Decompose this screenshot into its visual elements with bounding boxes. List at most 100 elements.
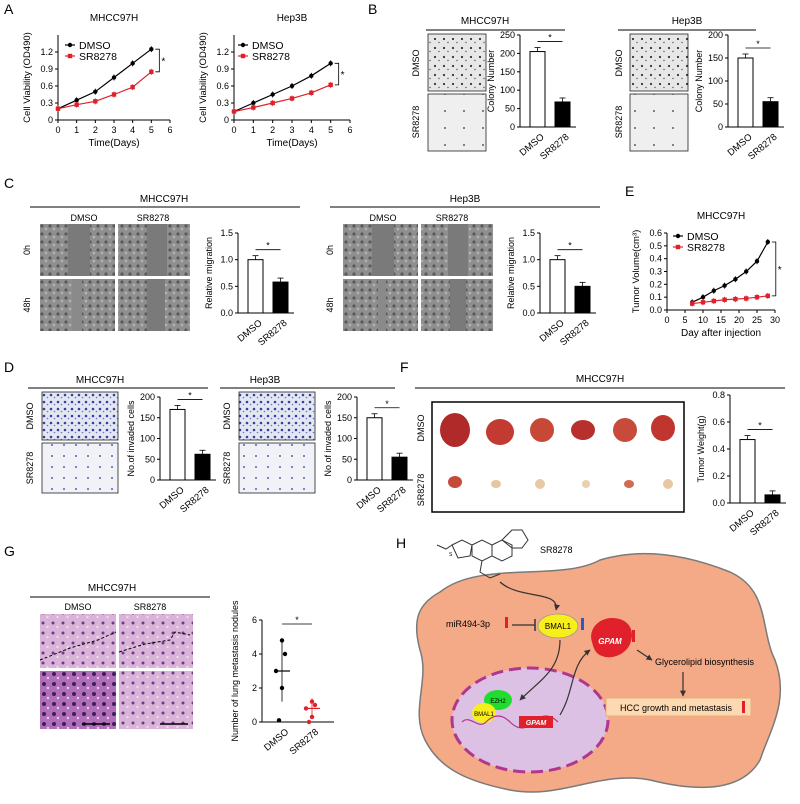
chart-e-sig-star: * — [778, 265, 782, 276]
d2-row-dmso: DMSO — [222, 403, 232, 430]
chart-a1-point-dmso — [74, 97, 79, 103]
chart-e-point-sr8278 — [711, 298, 716, 304]
chart-e-point-sr8278 — [690, 301, 695, 306]
chart-f-ylabel: Tumor Weight(g) — [696, 415, 706, 482]
chart-g-ytick-label: 6 — [252, 615, 257, 625]
h-bmal1-nucleus-arrow — [519, 639, 561, 701]
chart-g-ytick-label: 4 — [252, 649, 257, 659]
b2-colony-photos: DMSO SR8278 — [614, 33, 689, 152]
chart-a1-point-sr8278 — [130, 84, 135, 90]
chart-a2-line-dmso — [233, 62, 331, 113]
chart-c2-bar-sr8278 — [574, 285, 591, 314]
chart-e-xtick-label: 10 — [698, 315, 708, 325]
c2-gap-48h-sr8278 — [450, 279, 466, 331]
h-mirna-up-arrow — [505, 617, 508, 628]
f-row-sr8278: SR8278 — [416, 474, 426, 507]
chart-b2-bar-sr8278 — [762, 101, 779, 128]
chart-a2-xtick-label: 4 — [309, 125, 314, 135]
chart-c1-bar-dmso — [247, 259, 264, 314]
chart-a1-legend-label: DMSO — [79, 40, 111, 52]
chart-f-ytick-label: 0.6 — [712, 417, 725, 427]
f-tumor-dmso-2 — [486, 419, 514, 445]
chart-c2-ytick-label: 1.0 — [522, 255, 535, 265]
chart-c1-ytick-label: 0.5 — [220, 281, 233, 291]
chart-a1-ytick-label: 0.3 — [40, 98, 53, 108]
chart-e-xtick-label: 0 — [664, 315, 669, 325]
chart-a2-point-sr8278 — [251, 105, 256, 110]
chart-b1-ytick-label: 200 — [500, 48, 515, 58]
b1-colony-photos: DMSO SR8278 — [411, 33, 487, 152]
chart-a1-ylabel: Cell Viability (OD490) — [22, 32, 33, 123]
h-bmal1-down-arrow — [581, 618, 584, 630]
h-drug-label: SR8278 — [540, 545, 573, 555]
chart-e-legend-marker — [675, 233, 681, 239]
chart-a2-line-sr8278 — [233, 84, 331, 113]
h-hcc-up-arrow — [742, 701, 745, 713]
chart-e: 0.0 0.1 0.2 0.3 0.4 0.5 0.6 0 5 10 15 20 25 30 MHCC97H… — [631, 211, 782, 339]
chart-e-point-sr8278 — [744, 296, 749, 301]
chart-c2-ytick-label: 1.5 — [522, 228, 535, 238]
chart-g-point-sr8278 — [306, 719, 312, 725]
chart-d2-ytick-label: 50 — [342, 454, 352, 464]
h-gpam-expression-arrow — [559, 649, 591, 716]
c2-col-sr8278: SR8278 — [436, 213, 469, 223]
c2-wound-photos: 0h 48h — [325, 224, 493, 331]
chart-a1: 0 0.3 0.6 0.9 1.2 0 1 2 3 4 5 6 MHCC97H Time(Days) Cel… — [22, 13, 173, 149]
chart-d2-sig-star: * — [385, 399, 389, 409]
chart-d1-sig-star: * — [188, 390, 192, 400]
chart-e-point-sr8278 — [733, 296, 738, 302]
c1-wound-photos: 0h 48h — [22, 224, 190, 331]
b2-title: Hep3B — [672, 16, 703, 27]
f-tumor-dmso-4 — [571, 420, 595, 440]
chart-e-point-dmso — [711, 288, 716, 293]
chart-a2-xtick-label: 5 — [328, 125, 333, 135]
chart-a2-point-sr8278 — [289, 96, 295, 101]
f-tumor-sr8278-1 — [448, 476, 462, 488]
chart-d2-bar-dmso — [366, 417, 383, 481]
chart-a1-point-sr8278 — [149, 69, 154, 75]
h-cell-membrane — [415, 553, 782, 793]
chart-a1-xtick-label: 6 — [167, 125, 172, 135]
d2-title: Hep3B — [250, 375, 281, 386]
chart-e-ytick-label: 0.2 — [649, 279, 662, 289]
d2-row-sr8278: SR8278 — [222, 452, 232, 485]
chart-e-ytick-label: 0.6 — [649, 228, 662, 238]
chart-e-ytick-label: 0.3 — [649, 267, 662, 277]
chart-e-legend-label: SR8278 — [687, 242, 725, 254]
chart-e-point-dmso — [733, 277, 738, 282]
c2-row-48h: 48h — [325, 297, 335, 312]
chart-a2-ytick-label: 1.2 — [216, 47, 229, 57]
chart-c1-sig-star: * — [266, 241, 270, 251]
chart-e-xtick-label: 20 — [734, 315, 744, 325]
c2-title: Hep3B — [450, 194, 481, 205]
chart-e-ytick-label: 0.5 — [649, 241, 662, 251]
svg-text:S: S — [449, 552, 453, 558]
chart-c1-bar-sr8278 — [272, 281, 289, 314]
chart-a1-point-sr8278 — [93, 99, 98, 104]
chart-b2-ylabel: Colony Number — [694, 50, 704, 113]
chart-a1-point-sr8278 — [55, 106, 61, 111]
chart-e-xlabel: Day after injection — [681, 328, 761, 339]
h-hcc-box — [605, 697, 752, 717]
chart-e-point-dmso — [700, 294, 706, 300]
d1-title: MHCC97H — [76, 375, 124, 386]
chart-c1-ylabel: Relative migration — [204, 237, 214, 309]
chart-b1-ytick-label: 50 — [505, 104, 515, 114]
g-metastasis-outline-dmso — [39, 631, 117, 661]
chart-a2-xtick-label: 6 — [347, 125, 352, 135]
chart-a1-xtick-label: 4 — [130, 125, 135, 135]
chart-b1-ylabel: Colony Number — [486, 50, 496, 113]
chart-g-xtick-label: SR8278 — [288, 727, 321, 758]
chart-b2-sig-star: * — [756, 39, 760, 49]
chart-e-point-sr8278 — [700, 300, 706, 305]
c1-gap-0h-dmso — [68, 224, 90, 276]
chart-e-sig-bracket — [771, 241, 777, 297]
chart-a2-xlabel: Time(Days) — [266, 138, 317, 149]
chart-b1-ytick-label: 250 — [500, 30, 515, 40]
b1-row-sr8278: SR8278 — [411, 106, 421, 139]
chart-a2-point-dmso — [289, 83, 295, 89]
chart-a2-legend-marker — [240, 42, 246, 48]
